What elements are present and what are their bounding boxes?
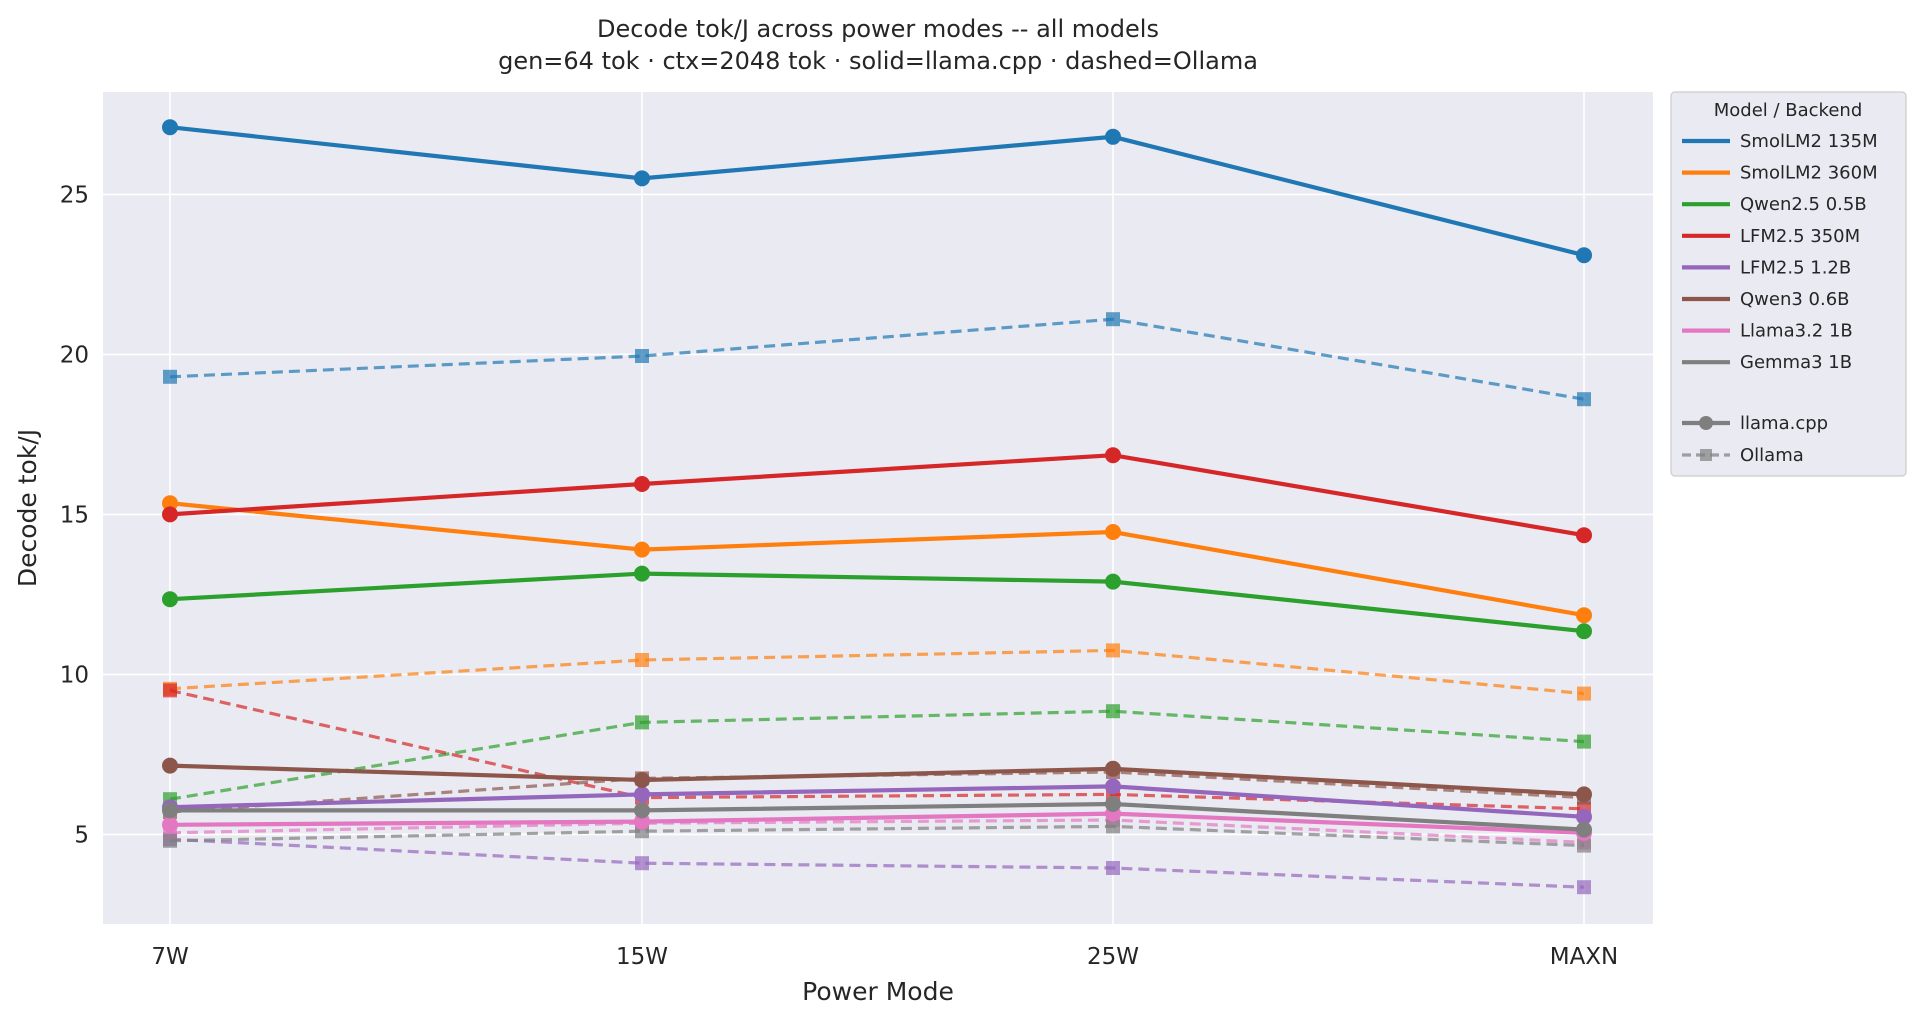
legend-marker <box>1699 416 1713 430</box>
llamacpp-point <box>1576 786 1592 803</box>
ollama-point <box>1106 643 1120 658</box>
legend-box <box>1670 91 1907 477</box>
legend-label: Ollama <box>1740 445 1804 466</box>
ollama-series-line <box>169 818 1585 844</box>
legend-label: llama.cpp <box>1740 413 1828 434</box>
llamacpp-point <box>162 591 178 608</box>
ollama-point <box>1106 704 1120 719</box>
y-axis-label: Decode tok/J <box>13 429 42 587</box>
ollama-point <box>163 369 177 384</box>
llamacpp-point <box>634 786 650 803</box>
ollama-point <box>163 683 177 698</box>
y-tick-label: 10 <box>60 662 89 688</box>
llamacpp-point <box>634 541 650 558</box>
llamacpp-point <box>162 816 178 833</box>
chart-title: Decode tok/J across power modes -- all m… <box>597 15 1159 43</box>
ollama-point <box>1577 734 1591 749</box>
llamacpp-point <box>634 565 650 582</box>
ollama-point <box>635 349 649 363</box>
ollama-series-line <box>169 709 1585 801</box>
llamacpp-point <box>1105 573 1121 590</box>
ollama-series-line <box>169 837 1585 889</box>
llamacpp-series-line <box>169 763 1585 797</box>
legend-label: SmolLM2 360M <box>1740 163 1878 184</box>
llamacpp-point <box>1105 760 1121 777</box>
llamacpp-point <box>162 757 178 774</box>
llamacpp-series-line <box>169 811 1585 835</box>
llamacpp-series-line <box>169 501 1585 618</box>
llamacpp-point <box>1576 623 1592 640</box>
llamacpp-series-line <box>169 125 1585 258</box>
legend-label: LFM2.5 1.2B <box>1740 257 1851 278</box>
ollama-point <box>1577 686 1591 701</box>
y-tick-label: 15 <box>60 502 89 528</box>
chart-subtitle: gen=64 tok · ctx=2048 tok · solid=llama.… <box>498 47 1258 75</box>
llamacpp-series-line <box>169 453 1585 538</box>
llamacpp-point <box>1576 247 1592 264</box>
llamacpp-point <box>162 506 178 523</box>
llamacpp-series-line <box>170 801 1585 832</box>
llamacpp-point <box>162 802 178 819</box>
y-tick-labels: 5 10 15 20 25 <box>60 182 89 848</box>
legend-title: Model / Backend <box>1714 100 1863 121</box>
llamacpp-point <box>1105 796 1121 812</box>
legend-items: SmolLM2 135M SmolLM2 360M Qwen2.5 0.5B LFM2… <box>1682 131 1878 466</box>
llamacpp-point <box>634 170 650 187</box>
llamacpp-point <box>1105 778 1121 795</box>
llamacpp-point <box>1576 527 1592 544</box>
ollama-point <box>163 833 177 848</box>
ollama-series-line <box>169 648 1585 696</box>
ollama-point <box>635 715 649 730</box>
llamacpp-point <box>1105 128 1121 145</box>
ollama-point <box>1577 880 1591 895</box>
x-axis-label: Power Mode <box>802 977 954 1006</box>
llamacpp-point <box>634 476 650 492</box>
ollama-point <box>1106 861 1120 875</box>
ollama-point <box>635 856 649 871</box>
legend-label: Gemma3 1B <box>1740 352 1852 373</box>
llamacpp-point <box>634 772 650 788</box>
llamacpp-lines <box>162 119 1592 841</box>
llamacpp-point <box>1105 447 1121 464</box>
ollama-point <box>1577 392 1591 407</box>
llamacpp-series-line <box>169 571 1585 634</box>
legend-label: Qwen3 0.6B <box>1740 289 1850 310</box>
ollama-point <box>1106 819 1120 834</box>
legend-label: Llama3.2 1B <box>1740 321 1853 342</box>
ollama-point <box>1106 312 1120 327</box>
x-tick-label: 15W <box>616 944 668 970</box>
legend-label: Qwen2.5 0.5B <box>1740 194 1867 215</box>
x-tick-label: MAXN <box>1550 944 1619 970</box>
y-tick-label: 5 <box>74 822 89 848</box>
legend-marker <box>1700 449 1712 461</box>
legend-label: LFM2.5 350M <box>1740 226 1860 247</box>
y-tick-label: 25 <box>60 182 89 208</box>
x-tick-labels: 7W 15W 25W MAXN <box>151 944 1618 970</box>
x-tick-label: 25W <box>1087 944 1139 970</box>
llamacpp-series-line <box>169 784 1585 819</box>
ollama-point <box>1577 838 1591 853</box>
llamacpp-point <box>634 802 650 819</box>
llamacpp-point <box>1105 524 1121 540</box>
llamacpp-point <box>162 495 178 512</box>
ollama-series-line <box>169 317 1585 401</box>
llamacpp-point <box>1576 821 1592 838</box>
x-tick-label: 7W <box>151 944 188 970</box>
ollama-series-line <box>169 824 1585 848</box>
llamacpp-point <box>162 119 178 136</box>
legend: Model / Backend SmolLM2 135M SmolLM2 360M… <box>1670 91 1907 477</box>
ollama-point <box>635 653 649 667</box>
ollama-series-line <box>169 770 1585 814</box>
llamacpp-point <box>634 813 650 830</box>
llamacpp-point <box>1576 808 1592 825</box>
legend-label: SmolLM2 135M <box>1740 131 1878 152</box>
llamacpp-point <box>1576 607 1592 624</box>
y-tick-label: 20 <box>60 342 89 368</box>
